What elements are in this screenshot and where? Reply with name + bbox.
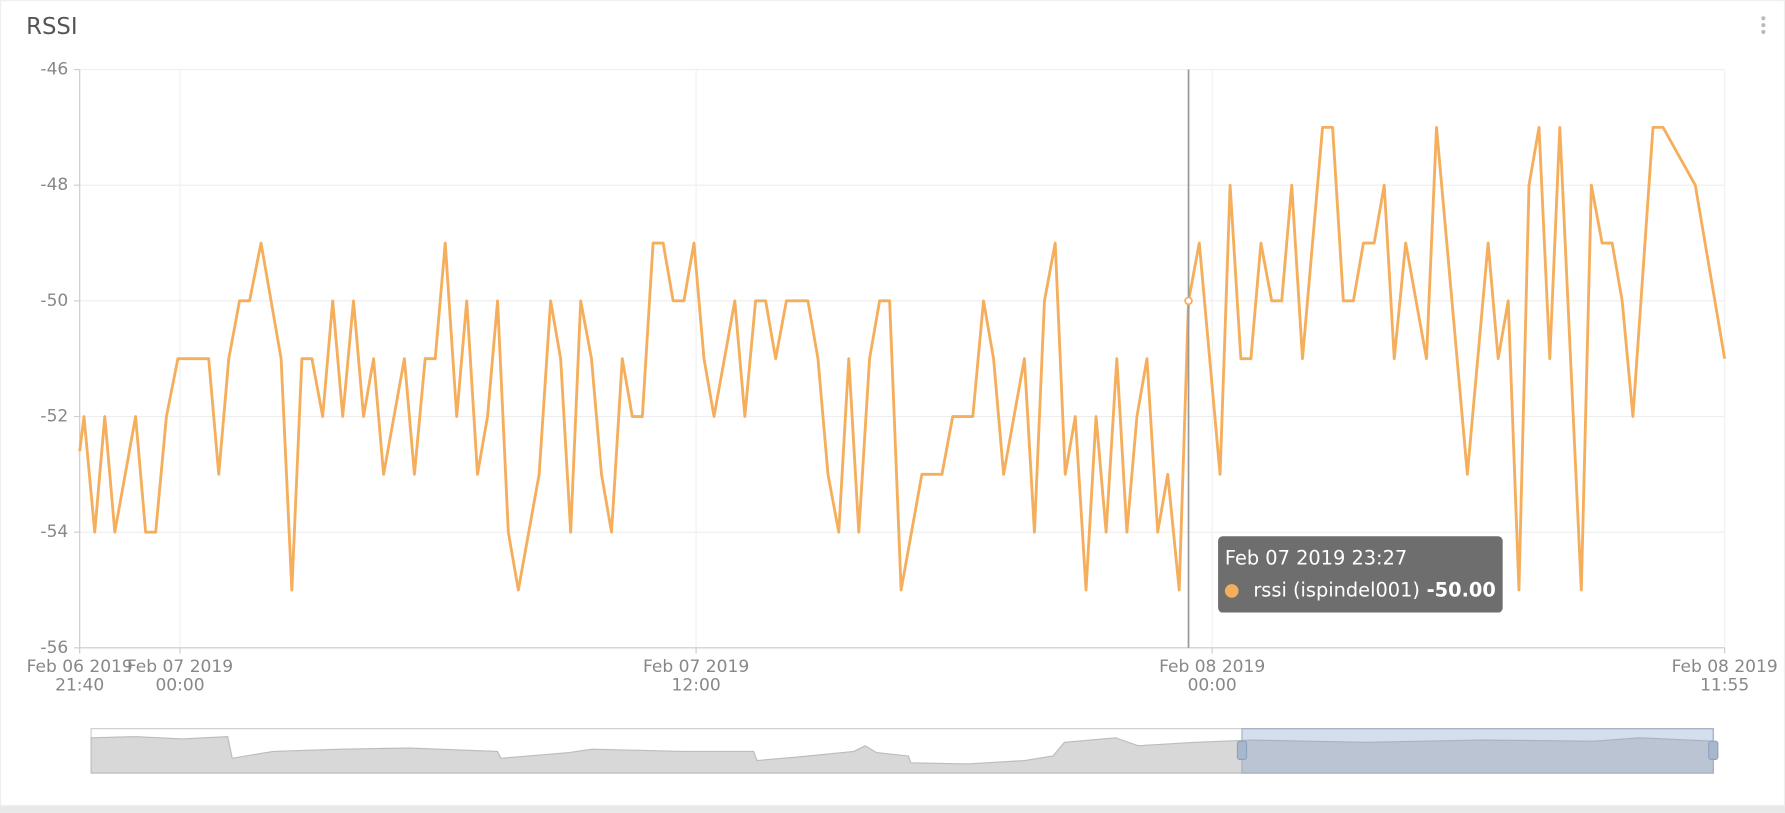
x-tick-label: 12:00: [672, 675, 721, 695]
data-line: [78, 125, 1727, 592]
tooltip-value: -50.00: [1427, 578, 1496, 601]
x-tick-label: 21:40: [55, 675, 104, 695]
zoom-slider[interactable]: [90, 728, 1719, 774]
tooltip-title: Feb 07 2019 23:27: [1225, 547, 1407, 570]
panel-bottom-edge: [0, 806, 1785, 813]
y-tick-label: -48: [40, 175, 68, 195]
slider-handle[interactable]: [1708, 740, 1719, 760]
x-tick-label: 00:00: [1188, 675, 1237, 695]
x-tick-label: 11:55: [1700, 675, 1749, 695]
x-tick-label: Feb 08 2019: [1159, 657, 1265, 677]
tooltip-marker: [1224, 584, 1239, 598]
y-tick-label: -54: [40, 522, 68, 542]
slider-window[interactable]: [1241, 728, 1714, 774]
panel-menu[interactable]: [1761, 16, 1766, 35]
x-tick-label: Feb 07 2019: [127, 657, 233, 677]
y-tick-label: -50: [40, 291, 68, 311]
x-tick-label: Feb 07 2019: [643, 657, 749, 677]
hover-point: [1184, 296, 1193, 306]
menu-dot[interactable]: [1761, 23, 1766, 28]
x-tick-label: 00:00: [155, 675, 204, 695]
y-tick-label: -46: [40, 60, 68, 80]
x-tick-label: Feb 08 2019: [1672, 657, 1778, 677]
tooltip-series-name: rssi (ispindel001): [1253, 578, 1420, 601]
y-tick-label: -56: [40, 638, 68, 658]
x-tick-label: Feb 06 2019: [27, 657, 133, 677]
slider-handle[interactable]: [1236, 740, 1248, 760]
chart-title: RSSI: [26, 14, 77, 40]
tooltip-box: [1218, 536, 1503, 613]
menu-dot[interactable]: [1761, 16, 1766, 21]
slider-overview: [90, 736, 1714, 774]
y-tick-label: -52: [40, 407, 68, 427]
menu-dot[interactable]: [1761, 29, 1766, 35]
tooltip: Feb 07 2019 23:27 rssi (ispindel001) -50.0…: [1218, 536, 1503, 613]
